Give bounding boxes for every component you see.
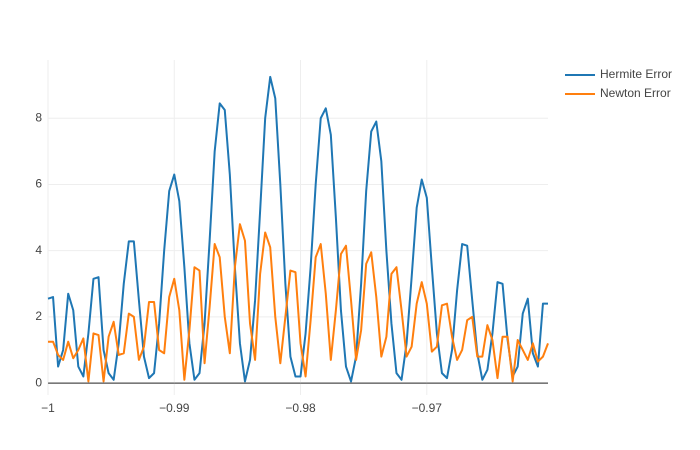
x-tick-label: −0.98 (285, 401, 316, 415)
y-tick-label: 8 (35, 110, 42, 124)
y-tick-label: 4 (35, 243, 42, 257)
y-tick-label: 0 (35, 375, 42, 389)
legend-label: Newton Error (600, 86, 671, 100)
y-tick-label: 6 (35, 177, 42, 191)
x-tick-label: −0.99 (159, 401, 190, 415)
y-tick-label: 2 (35, 309, 42, 323)
series-line (48, 223, 549, 383)
legend-label: Hermite Error (600, 67, 672, 81)
x-tick-label: −1 (41, 401, 55, 415)
x-tick-label: −0.97 (412, 401, 443, 415)
series-line (47, 75, 548, 383)
